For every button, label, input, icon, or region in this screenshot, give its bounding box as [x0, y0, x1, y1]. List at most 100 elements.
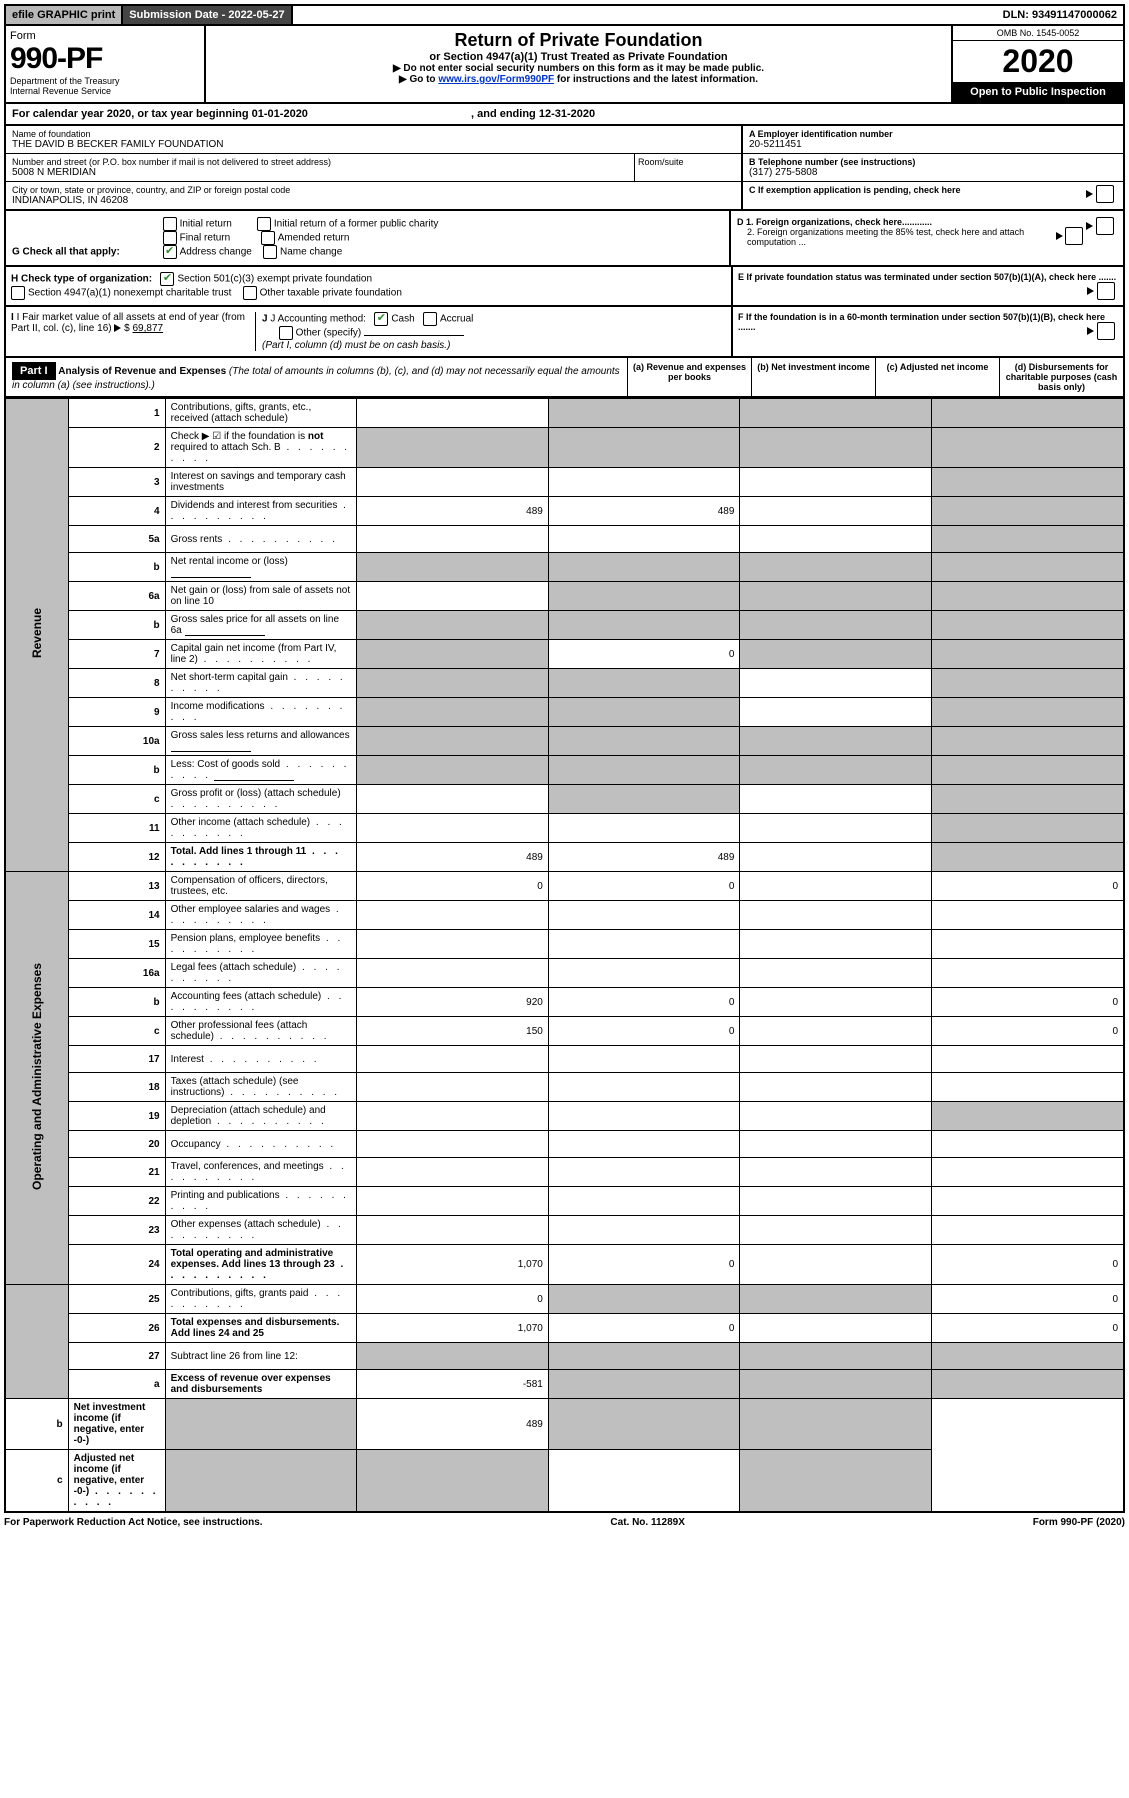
cell-d — [740, 1399, 932, 1450]
cell-c — [548, 1399, 740, 1450]
row-desc: Accounting fees (attach schedule) — [165, 988, 357, 1017]
form-number: 990-PF — [10, 42, 200, 76]
cell-b — [548, 1131, 740, 1158]
row-desc: Depreciation (attach schedule) and deple… — [165, 1102, 357, 1131]
section-ij-row: I I Fair market value of all assets at e… — [4, 307, 1125, 358]
cell-a — [357, 814, 549, 843]
ident-right: A Employer identification number 20-5211… — [741, 126, 1123, 209]
table-row: bNet rental income or (loss) — [5, 553, 1124, 582]
checkbox-e[interactable] — [1097, 282, 1115, 300]
row-number: b — [5, 1399, 68, 1450]
cell-a: 489 — [357, 497, 549, 526]
row-desc: Check ▶ ☑ if the foundation is not requi… — [165, 428, 357, 468]
arrow-icon — [1086, 190, 1093, 198]
cell-b — [548, 698, 740, 727]
row-desc: Gross rents — [165, 526, 357, 553]
cell-c — [740, 1046, 932, 1073]
cell-b — [548, 901, 740, 930]
cell-a — [357, 1343, 549, 1370]
arrow-icon — [1087, 327, 1094, 335]
city-state-zip: INDIANAPOLIS, IN 46208 — [12, 195, 735, 206]
cell-b — [548, 1343, 740, 1370]
row-number: 25 — [68, 1285, 165, 1314]
cell-a — [357, 669, 549, 698]
cell-b: 0 — [548, 988, 740, 1017]
table-row: 11Other income (attach schedule) — [5, 814, 1124, 843]
table-row: 8Net short-term capital gain — [5, 669, 1124, 698]
cell-c — [740, 698, 932, 727]
item-f-block: F If the foundation is in a 60-month ter… — [731, 307, 1123, 356]
footer-catalog: Cat. No. 11289X — [610, 1517, 684, 1528]
checkbox-final[interactable] — [163, 231, 177, 245]
cell-c — [740, 399, 932, 428]
cell-a — [357, 468, 549, 497]
row-desc: Legal fees (attach schedule) — [165, 959, 357, 988]
checkbox-cash[interactable]: ✔ — [374, 312, 388, 326]
page-footer: For Paperwork Reduction Act Notice, see … — [4, 1513, 1125, 1532]
cell-a — [357, 553, 549, 582]
cell-c — [740, 1216, 932, 1245]
cell-b — [548, 959, 740, 988]
checkbox-d2[interactable] — [1065, 227, 1083, 245]
cell-b — [548, 1285, 740, 1314]
col-c-header: (c) Adjusted net income — [875, 358, 999, 396]
cell-b — [548, 785, 740, 814]
cell-b: 0 — [548, 1017, 740, 1046]
cell-b: 489 — [548, 497, 740, 526]
item-e-block: E If private foundation status was termi… — [731, 267, 1123, 305]
cell-b — [548, 1073, 740, 1102]
table-row: 6aNet gain or (loss) from sale of assets… — [5, 582, 1124, 611]
row-number: c — [68, 1017, 165, 1046]
row-desc: Contributions, gifts, grants paid — [165, 1285, 357, 1314]
cell-d — [932, 1073, 1124, 1102]
section-g-row: G Check all that apply: Initial return I… — [4, 211, 1125, 267]
checkbox-d1[interactable] — [1096, 217, 1114, 235]
checkbox-initial[interactable] — [163, 217, 177, 231]
cell-c — [740, 553, 932, 582]
checkbox-other-taxable[interactable] — [243, 286, 257, 300]
irs-link[interactable]: www.irs.gov/Form990PF — [438, 74, 554, 85]
row-desc: Other income (attach schedule) — [165, 814, 357, 843]
cell-c — [740, 526, 932, 553]
cell-b — [548, 553, 740, 582]
checkbox-initial-public[interactable] — [257, 217, 271, 231]
row-desc: Less: Cost of goods sold — [165, 756, 357, 785]
table-row: 16aLegal fees (attach schedule) — [5, 959, 1124, 988]
cell-b — [548, 1216, 740, 1245]
cell-d — [932, 669, 1124, 698]
checkbox-501c3[interactable]: ✔ — [160, 272, 174, 286]
arrow-icon — [1087, 287, 1094, 295]
checkbox-accrual[interactable] — [423, 312, 437, 326]
checkbox-address[interactable]: ✔ — [163, 245, 177, 259]
cell-a — [357, 1131, 549, 1158]
cell-a — [357, 756, 549, 785]
row-number: 15 — [68, 930, 165, 959]
checkbox-other-method[interactable] — [279, 326, 293, 340]
row-number: 18 — [68, 1073, 165, 1102]
cell-c — [740, 843, 932, 872]
cell-b — [548, 1046, 740, 1073]
row-number: 23 — [68, 1216, 165, 1245]
checkbox-4947[interactable] — [11, 286, 25, 300]
cell-d — [932, 930, 1124, 959]
cell-b: 0 — [548, 1314, 740, 1343]
checkbox-name[interactable] — [263, 245, 277, 259]
table-row: 14Other employee salaries and wages — [5, 901, 1124, 930]
cell-a — [357, 785, 549, 814]
checkbox-f[interactable] — [1097, 322, 1115, 340]
cell-b — [548, 1102, 740, 1131]
tax-year: 2020 — [953, 41, 1123, 82]
row-number: 21 — [68, 1158, 165, 1187]
cell-d — [932, 1158, 1124, 1187]
cell-b — [548, 930, 740, 959]
cell-b — [548, 1158, 740, 1187]
cell-a: 1,070 — [357, 1314, 549, 1343]
cell-c — [740, 1073, 932, 1102]
cell-d — [932, 901, 1124, 930]
checkbox-c[interactable] — [1096, 185, 1114, 203]
cell-a: 1,070 — [357, 1245, 549, 1285]
row-number: b — [68, 611, 165, 640]
cell-d: 0 — [932, 988, 1124, 1017]
checkbox-amended[interactable] — [261, 231, 275, 245]
cell-c — [740, 1314, 932, 1343]
